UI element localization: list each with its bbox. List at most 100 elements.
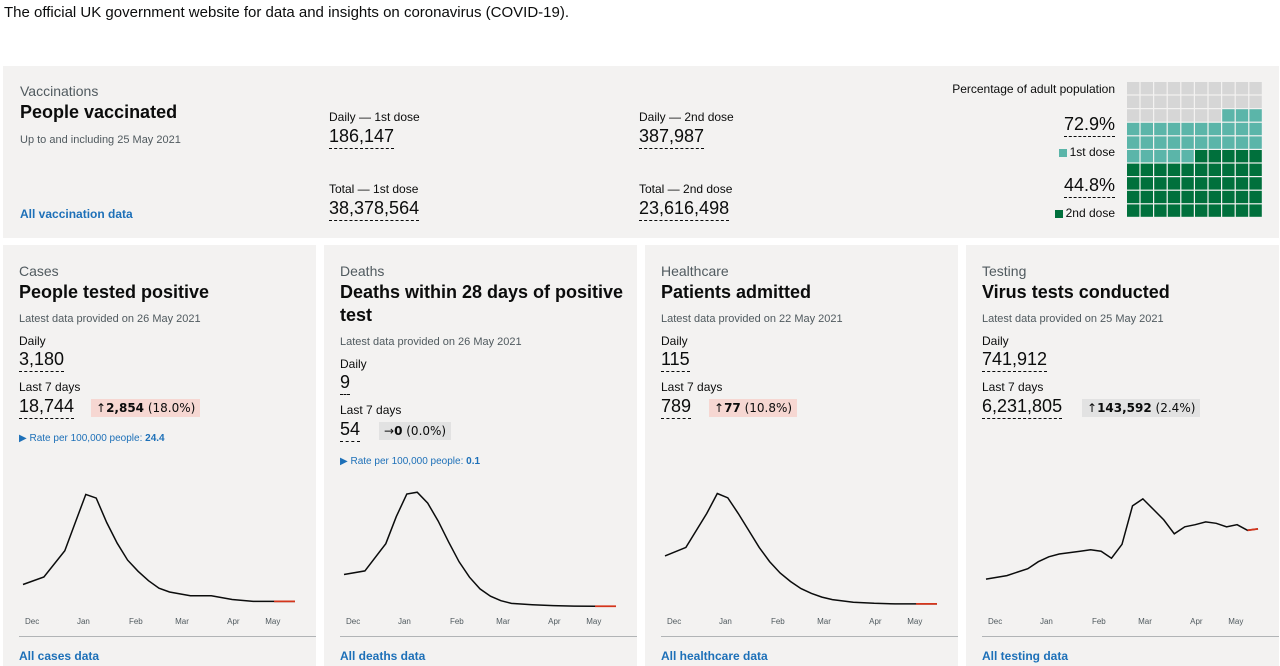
all-testing-data-link[interactable]: All testing data xyxy=(982,649,1069,663)
waffle-cell xyxy=(1127,109,1140,122)
all-vaccination-data-link[interactable]: All vaccination data xyxy=(20,207,133,221)
updated-date: Latest data provided on 25 May 2021 xyxy=(982,313,1164,325)
x-tick-label: Apr xyxy=(548,617,561,626)
waffle-cell xyxy=(1208,136,1221,149)
waffle-cell xyxy=(1181,150,1194,163)
waffle-cell xyxy=(1181,136,1194,149)
waffle-cell xyxy=(1140,95,1153,108)
all-cases-data-link[interactable]: All cases data xyxy=(19,649,100,663)
daily-label: Daily xyxy=(982,334,1009,348)
waffle-cell xyxy=(1235,150,1249,163)
vaccinations-card: Vaccinations People vaccinated Up to and… xyxy=(3,66,1279,238)
x-tick-label: May xyxy=(265,617,280,626)
card-title: Virus tests conducted xyxy=(982,282,1170,302)
all-deaths-data-link[interactable]: All deaths data xyxy=(340,649,426,663)
all-healthcare-data-link[interactable]: All healthcare data xyxy=(661,649,768,663)
daily-second-dose-label: Daily — 2nd dose xyxy=(639,110,734,124)
updated-date: Latest data provided on 26 May 2021 xyxy=(340,336,522,348)
waffle-cell xyxy=(1235,204,1249,217)
waffle-cell xyxy=(1181,163,1194,176)
waffle-cell xyxy=(1249,109,1262,122)
daily-value[interactable]: 115 xyxy=(661,349,690,372)
change-badge: ↑143,592 (2.4%) xyxy=(1082,399,1201,417)
waffle-cell xyxy=(1167,82,1181,95)
x-tick-label: Jan xyxy=(398,617,411,626)
waffle-cell xyxy=(1195,109,1208,122)
total-second-dose-label: Total — 2nd dose xyxy=(639,182,733,196)
second-dose-percentage[interactable]: 44.8% xyxy=(1063,175,1115,198)
waffle-cell xyxy=(1222,136,1235,149)
arrow-right-icon: → xyxy=(384,424,395,438)
waffle-cell xyxy=(1154,150,1167,163)
x-tick-label: Dec xyxy=(667,617,681,626)
waffle-cell xyxy=(1208,109,1221,122)
waffle-cell xyxy=(1249,163,1262,176)
total-first-dose-value[interactable]: 38,378,564 xyxy=(329,198,420,221)
waffle-cell xyxy=(1181,95,1194,108)
testing-card: Testing Virus tests conducted Latest dat… xyxy=(966,245,1279,666)
waffle-cell xyxy=(1181,122,1194,136)
waffle-cell xyxy=(1235,95,1249,108)
arrow-up-icon: ↑ xyxy=(714,401,725,415)
divider xyxy=(661,636,958,637)
week-value[interactable]: 18,744 xyxy=(19,396,75,419)
waffle-cell xyxy=(1235,82,1249,95)
updated-date: Latest data provided on 22 May 2021 xyxy=(661,313,843,325)
daily-first-dose-value[interactable]: 186,147 xyxy=(329,126,395,149)
x-tick-label: Dec xyxy=(988,617,1002,626)
week-value[interactable]: 54 xyxy=(340,419,361,442)
arrow-up-icon: ↑ xyxy=(1087,401,1098,415)
series-line xyxy=(22,493,295,603)
waffle-cell xyxy=(1127,122,1140,136)
waffle-cell xyxy=(1222,95,1235,108)
waffle-cell xyxy=(1235,122,1249,136)
change-badge: ↑2,854 (18.0%) xyxy=(91,399,201,417)
waffle-cell xyxy=(1167,163,1181,176)
waffle-cell xyxy=(1222,82,1235,95)
rate-toggle[interactable]: ▶ Rate per 100,000 people: 0.1 xyxy=(340,456,481,467)
waffle-cell xyxy=(1249,204,1262,217)
cases-card: Cases People tested positive Latest data… xyxy=(3,245,316,666)
card-caption: Testing xyxy=(982,263,1027,279)
waffle-cell xyxy=(1154,82,1167,95)
daily-second-dose-value[interactable]: 387,987 xyxy=(639,126,705,149)
total-second-dose-value[interactable]: 23,616,498 xyxy=(639,198,730,221)
waffle-cell xyxy=(1249,150,1262,163)
x-tick-label: Feb xyxy=(450,617,464,626)
x-tick-label: Dec xyxy=(25,617,39,626)
total-first-dose-label: Total — 1st dose xyxy=(329,182,419,196)
x-tick-label: Mar xyxy=(817,617,831,626)
deaths-sparkline-chart: Dec Jan Feb Mar Apr May xyxy=(343,491,616,626)
week-value[interactable]: 6,231,805 xyxy=(982,396,1063,419)
week-value[interactable]: 789 xyxy=(661,396,692,419)
waffle-cell xyxy=(1167,177,1181,190)
x-tick-label: Apr xyxy=(1190,617,1203,626)
waffle-cell xyxy=(1140,190,1153,204)
waffle-cell xyxy=(1140,177,1153,190)
waffle-cell xyxy=(1208,150,1221,163)
waffle-cell xyxy=(1222,177,1235,190)
daily-value[interactable]: 3,180 xyxy=(19,349,65,372)
first-dose-percentage[interactable]: 72.9% xyxy=(1063,114,1115,137)
card-caption: Vaccinations xyxy=(20,83,99,99)
waffle-cell xyxy=(1127,204,1140,217)
rate-toggle[interactable]: ▶ Rate per 100,000 people: 24.4 xyxy=(19,433,165,444)
waffle-cell xyxy=(1208,190,1221,204)
waffle-cell xyxy=(1235,177,1249,190)
daily-value[interactable]: 741,912 xyxy=(982,349,1048,372)
updated-date: Latest data provided on 26 May 2021 xyxy=(19,313,201,325)
card-caption: Healthcare xyxy=(661,263,729,279)
waffle-cell xyxy=(1208,95,1221,108)
series-line xyxy=(664,492,937,605)
x-tick-label: Mar xyxy=(496,617,510,626)
deaths-card: Deaths Deaths within 28 days of positive… xyxy=(324,245,637,666)
change-badge: →0 (0.0%) xyxy=(379,422,452,440)
daily-value[interactable]: 9 xyxy=(340,372,351,395)
waffle-cell xyxy=(1249,95,1262,108)
testing-sparkline-chart: Dec Jan Feb Mar Apr May xyxy=(985,497,1259,626)
waffle-cell xyxy=(1127,95,1140,108)
waffle-cell xyxy=(1195,82,1208,95)
series-line xyxy=(343,491,616,608)
waffle-cell xyxy=(1195,95,1208,108)
waffle-cell xyxy=(1167,204,1181,217)
